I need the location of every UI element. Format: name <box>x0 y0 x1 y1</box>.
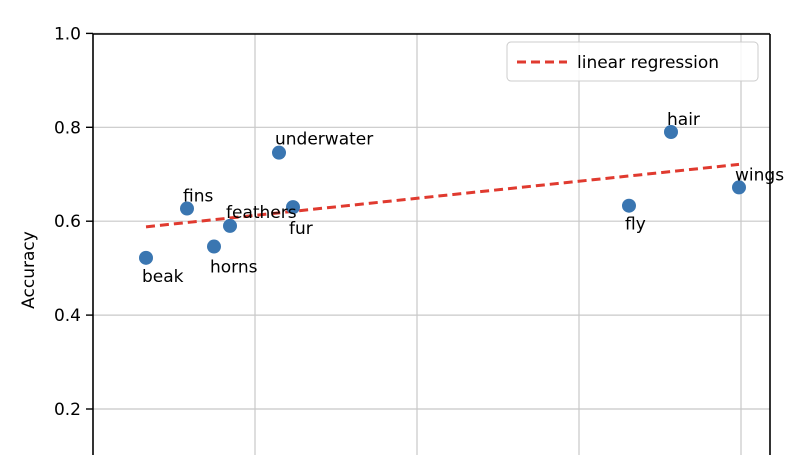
data-point <box>272 145 286 160</box>
data-point <box>664 124 678 139</box>
grid-lines <box>93 32 770 455</box>
data-point <box>180 201 194 216</box>
point-label: horns <box>210 258 258 278</box>
point-label: beak <box>142 267 184 287</box>
data-point <box>732 180 746 195</box>
y-tick-label: 0.6 <box>54 212 81 232</box>
y-tick-label: 0.8 <box>54 118 81 138</box>
data-point <box>223 218 237 233</box>
data-points <box>139 124 746 265</box>
point-label: hair <box>667 110 700 130</box>
point-label: fur <box>289 219 313 239</box>
y-axis-ticks: 0.2 0.4 0.6 0.8 1.0 <box>54 24 93 420</box>
regression-layer <box>145 162 740 229</box>
legend-box <box>506 41 759 82</box>
point-label: feathers <box>226 203 297 223</box>
legend-label-regression: linear regression <box>577 53 719 73</box>
data-point <box>286 200 300 215</box>
regression-line <box>145 162 740 229</box>
point-label: fins <box>183 187 213 207</box>
y-tick-label: 0.2 <box>54 400 81 420</box>
data-point <box>207 239 221 254</box>
point-label: underwater <box>275 130 373 150</box>
legend: linear regression <box>506 41 759 82</box>
point-label: wings <box>735 165 784 185</box>
point-labels: beak fins horns feathers underwater fur fly hai… <box>142 110 784 287</box>
y-tick-label: 0.4 <box>54 306 81 326</box>
point-label: fly <box>625 215 646 235</box>
data-point <box>139 250 153 265</box>
y-axis-label: Accuracy <box>19 231 39 309</box>
axes <box>92 33 771 455</box>
data-point <box>622 198 636 213</box>
y-tick-label: 1.0 <box>54 24 81 44</box>
